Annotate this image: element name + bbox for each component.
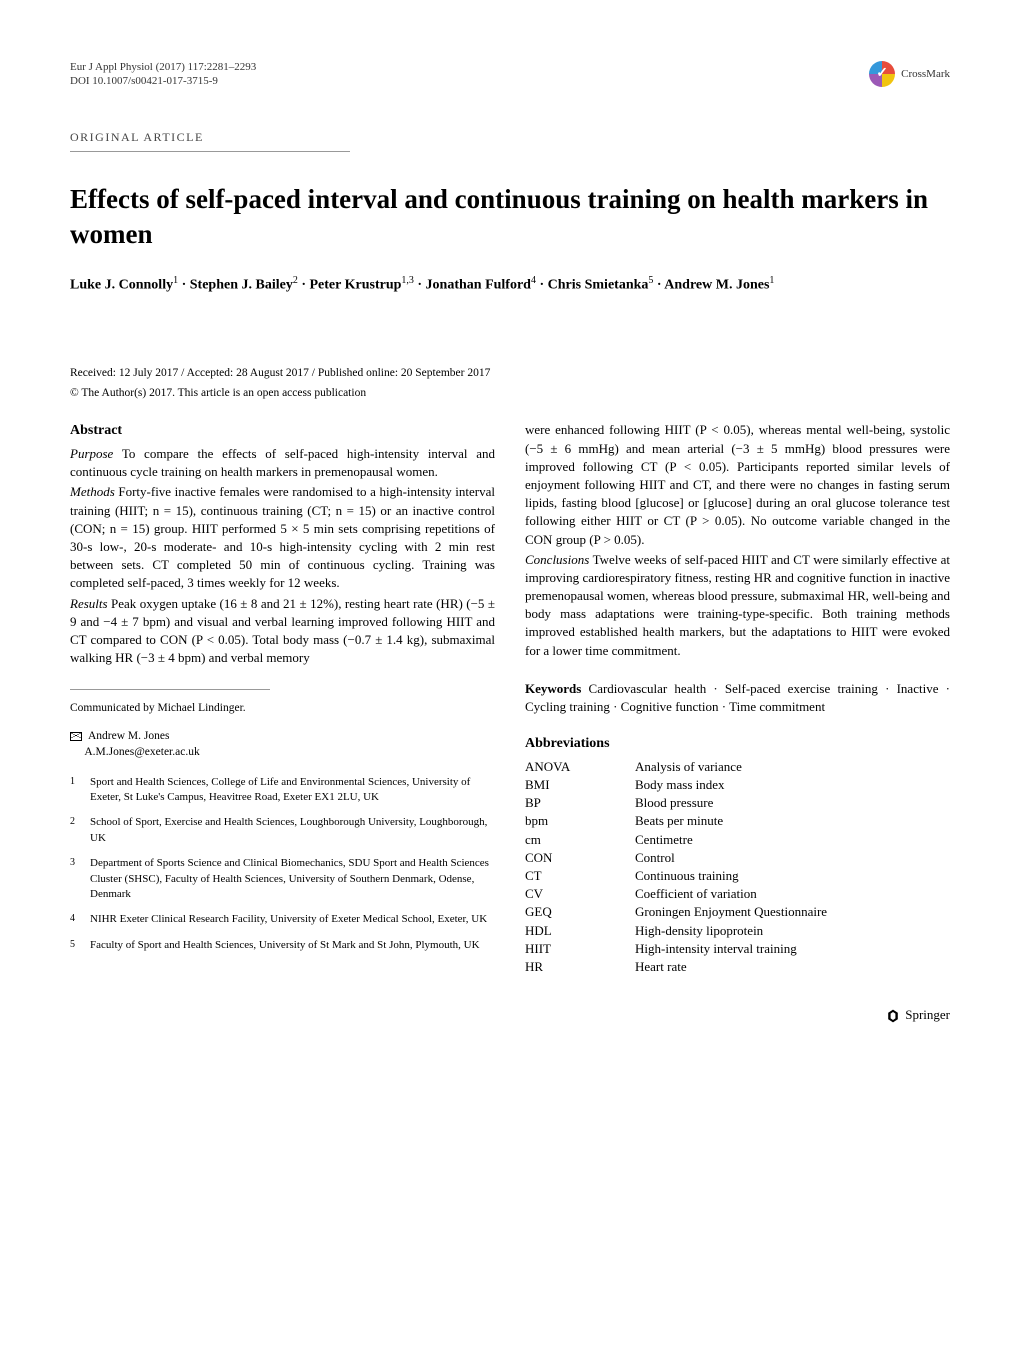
affiliation-item: 1 Sport and Health Sciences, College of L…: [70, 775, 495, 806]
page-header: Eur J Appl Physiol (2017) 117:2281–2293 …: [70, 60, 950, 89]
abstract-results: Results Peak oxygen uptake (16 ± 8 and 2…: [70, 595, 495, 668]
journal-citation: Eur J Appl Physiol (2017) 117:2281–2293: [70, 60, 256, 74]
affiliation-text: NIHR Exeter Clinical Research Facility, …: [90, 912, 487, 927]
crossmark-label: CrossMark: [901, 67, 950, 82]
affiliation-item: 3Department of Sports Science and Clinic…: [70, 856, 495, 902]
conclusions-text: Twelve weeks of self-paced HIIT and CT w…: [525, 552, 950, 658]
article-type: ORIGINAL ARTICLE: [70, 129, 950, 146]
affiliation-number: 3: [70, 856, 80, 902]
abbreviations-heading: Abbreviations: [525, 734, 950, 754]
methods-label: Methods: [70, 484, 115, 499]
abbreviation-key: HIIT: [525, 940, 635, 958]
abbreviation-value: Continuous training: [635, 867, 739, 885]
abbreviation-key: HDL: [525, 922, 635, 940]
communicated-by: Communicated by Michael Lindinger.: [70, 700, 495, 716]
abbreviation-value: Blood pressure: [635, 794, 713, 812]
right-column: were enhanced following HIIT (P < 0.05),…: [525, 421, 950, 1024]
abbreviation-value: High-density lipoprotein: [635, 922, 763, 940]
methods-text: Forty-five inactive females were randomi…: [70, 484, 495, 590]
abbreviation-row: GEQGroningen Enjoyment Questionnaire: [525, 903, 950, 921]
affiliation-item: 4 NIHR Exeter Clinical Research Facility,…: [70, 912, 495, 927]
journal-info: Eur J Appl Physiol (2017) 117:2281–2293 …: [70, 60, 256, 89]
abbreviation-key: CON: [525, 849, 635, 867]
abbreviation-row: cmCentimetre: [525, 831, 950, 849]
abbreviation-value: Control: [635, 849, 675, 867]
affiliation-number: 2: [70, 815, 80, 846]
abbreviation-row: BMIBody mass index: [525, 776, 950, 794]
crossmark-badge[interactable]: CrossMark: [869, 60, 950, 89]
results-text: Peak oxygen uptake (16 ± 8 and 21 ± 12%)…: [70, 596, 495, 666]
abbreviation-key: cm: [525, 831, 635, 849]
abstract-heading: Abstract: [70, 421, 495, 441]
abbreviation-row: CVCoefficient of variation: [525, 885, 950, 903]
abbreviation-value: Analysis of variance: [635, 758, 742, 776]
affiliation-text: Sport and Health Sciences, College of Li…: [90, 775, 495, 806]
affiliation-text: School of Sport, Exercise and Health Sci…: [90, 815, 495, 846]
abbreviation-value: Centimetre: [635, 831, 693, 849]
left-column: Abstract Purpose To compare the effects …: [70, 421, 495, 1024]
abbreviation-value: Coefficient of variation: [635, 885, 757, 903]
affiliation-number: 5: [70, 938, 80, 953]
abbreviation-row: ANOVAAnalysis of variance: [525, 758, 950, 776]
abbreviation-row: HRHeart rate: [525, 958, 950, 976]
abbreviation-key: HR: [525, 958, 635, 976]
affiliation-text: Faculty of Sport and Health Sciences, Un…: [90, 938, 480, 953]
abbreviation-row: BPBlood pressure: [525, 794, 950, 812]
abbreviation-key: ANOVA: [525, 758, 635, 776]
abbreviation-value: Body mass index: [635, 776, 725, 794]
article-dates: Received: 12 July 2017 / Accepted: 28 Au…: [70, 365, 950, 381]
doi: DOI 10.1007/s00421-017-3715-9: [70, 74, 256, 88]
abbreviation-row: HIITHigh-intensity interval training: [525, 940, 950, 958]
keywords-block: Keywords Cardiovascular health · Self-pa…: [525, 680, 950, 716]
affiliation-item: 2 School of Sport, Exercise and Health Sc…: [70, 815, 495, 846]
results-label: Results: [70, 596, 108, 611]
abbreviation-key: BP: [525, 794, 635, 812]
abstract-purpose: Purpose To compare the effects of self-p…: [70, 445, 495, 481]
article-title: Effects of self-paced interval and conti…: [70, 182, 950, 252]
abstract-conclusions: Conclusions Twelve weeks of self-paced H…: [525, 551, 950, 660]
footnote-divider: [70, 689, 270, 690]
abbreviation-value: Groningen Enjoyment Questionnaire: [635, 903, 827, 921]
abbreviation-value: Beats per minute: [635, 812, 723, 830]
springer-icon: [885, 1008, 901, 1024]
purpose-text: To compare the effects of self-paced hig…: [70, 446, 495, 479]
copyright: © The Author(s) 2017. This article is an…: [70, 385, 950, 401]
affiliation-number: 4: [70, 912, 80, 927]
publisher-footer: Springer: [525, 1006, 950, 1024]
affiliation-text: Department of Sports Science and Clinica…: [90, 856, 495, 902]
crossmark-icon: [869, 61, 895, 87]
abbreviation-row: CTContinuous training: [525, 867, 950, 885]
keywords-heading: Keywords: [525, 681, 581, 696]
affiliation-number: 1: [70, 775, 80, 806]
abbreviation-key: CT: [525, 867, 635, 885]
purpose-label: Purpose: [70, 446, 113, 461]
abbreviation-value: Heart rate: [635, 958, 687, 976]
abbreviation-value: High-intensity interval training: [635, 940, 797, 958]
affiliations-list: 1 Sport and Health Sciences, College of L…: [70, 775, 495, 954]
abbreviation-key: bpm: [525, 812, 635, 830]
abbreviation-key: BMI: [525, 776, 635, 794]
abbreviation-row: bpmBeats per minute: [525, 812, 950, 830]
abbreviation-row: HDLHigh-density lipoprotein: [525, 922, 950, 940]
corresponding-author: Andrew M. Jones: [88, 730, 169, 742]
abbreviation-key: GEQ: [525, 903, 635, 921]
abbreviations-table: ANOVAAnalysis of varianceBMIBody mass in…: [525, 758, 950, 976]
mail-icon: [70, 732, 82, 741]
conclusions-label: Conclusions: [525, 552, 589, 567]
title-rule: [70, 151, 350, 152]
abstract-methods: Methods Forty-five inactive females were…: [70, 483, 495, 592]
author-list: Luke J. Connolly1 · Stephen J. Bailey2 ·…: [70, 273, 950, 296]
abbreviation-key: CV: [525, 885, 635, 903]
keywords-text: Cardiovascular health · Self-paced exerc…: [525, 681, 950, 714]
abbreviation-row: CONControl: [525, 849, 950, 867]
publisher-name: Springer: [905, 1007, 950, 1022]
corresponding-email: A.M.Jones@exeter.ac.uk: [84, 746, 199, 758]
two-column-layout: Abstract Purpose To compare the effects …: [70, 421, 950, 1024]
correspondence-block: Andrew M. Jones A.M.Jones@exeter.ac.uk: [70, 728, 495, 760]
affiliation-item: 5 Faculty of Sport and Health Sciences, U…: [70, 938, 495, 953]
abstract-results-cont: were enhanced following HIIT (P < 0.05),…: [525, 421, 950, 548]
